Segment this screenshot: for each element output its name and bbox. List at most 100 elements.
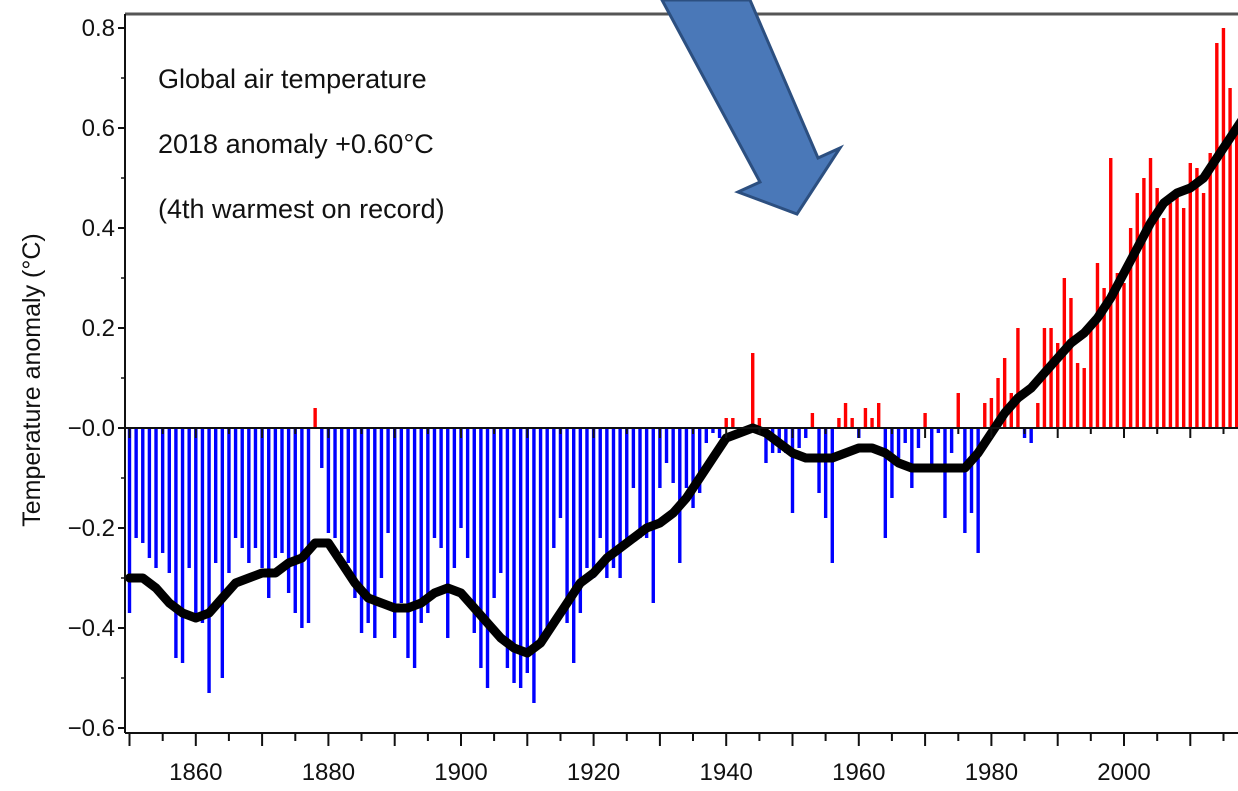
bar-2013 xyxy=(1208,153,1212,428)
bar-1886 xyxy=(366,428,370,623)
bar-1950 xyxy=(790,428,795,513)
bar-1851 xyxy=(134,428,138,538)
bar-1878 xyxy=(313,408,317,428)
bar-1919 xyxy=(585,428,589,568)
bar-1932 xyxy=(671,428,675,483)
annotation-line-2: 2018 anomaly +0.60°C xyxy=(158,129,434,159)
bar-1897 xyxy=(439,428,443,548)
bar-1876 xyxy=(300,428,304,628)
bar-1949 xyxy=(784,428,788,453)
bar-1967 xyxy=(903,428,907,443)
x-tick-label: 1920 xyxy=(567,759,620,786)
bar-1953 xyxy=(810,413,815,428)
bar-1982 xyxy=(1002,358,1007,428)
bar-2014 xyxy=(1215,43,1219,428)
bar-1926 xyxy=(631,428,636,488)
bar-2001 xyxy=(1128,228,1133,428)
bar-1963 xyxy=(876,403,881,428)
bar-1992 xyxy=(1069,298,1073,428)
bar-2002 xyxy=(1135,193,1139,428)
bar-1951 xyxy=(797,428,801,448)
bar-1882 xyxy=(339,428,344,553)
bar-1928 xyxy=(644,428,649,538)
bar-1884 xyxy=(353,428,357,598)
bar-1987 xyxy=(1036,403,1040,428)
bar-1990 xyxy=(1056,343,1060,428)
bar-1939 xyxy=(717,428,722,438)
bar-1979 xyxy=(983,403,987,428)
bar-1910 xyxy=(525,428,529,673)
bar-1904 xyxy=(485,428,490,688)
bar-1894 xyxy=(419,428,423,623)
y-tick-label: −0.6 xyxy=(68,715,115,742)
bar-2009 xyxy=(1181,208,1186,428)
bar-1900 xyxy=(459,428,463,528)
bar-1871 xyxy=(267,428,271,598)
bar-1940 xyxy=(724,418,728,428)
bar-1956 xyxy=(830,428,834,563)
bar-2011 xyxy=(1195,168,1199,428)
bar-1892 xyxy=(406,428,410,658)
bar-1912 xyxy=(538,428,543,643)
bar-1875 xyxy=(293,428,297,613)
y-tick-label: 0.4 xyxy=(82,215,115,242)
bar-2012 xyxy=(1201,193,1206,428)
bar-1893 xyxy=(412,428,417,668)
bar-1909 xyxy=(518,428,523,688)
bar-1968 xyxy=(910,428,914,488)
bar-1961 xyxy=(863,408,868,428)
bar-1924 xyxy=(618,428,622,578)
bar-1898 xyxy=(446,428,450,638)
bar-1922 xyxy=(605,428,609,578)
bar-1971 xyxy=(930,428,934,468)
bar-1861 xyxy=(200,428,205,623)
bar-1899 xyxy=(452,428,457,568)
y-tick-label: −0.2 xyxy=(68,515,115,542)
bar-1978 xyxy=(976,428,980,553)
bar-1997 xyxy=(1102,288,1106,428)
bar-1923 xyxy=(611,428,616,568)
bar-1857 xyxy=(174,428,178,658)
bar-1993 xyxy=(1075,363,1080,428)
bar-1883 xyxy=(346,428,350,563)
bar-1879 xyxy=(320,428,324,468)
bar-1885 xyxy=(359,428,364,633)
bar-1977 xyxy=(969,428,974,513)
bar-1906 xyxy=(499,428,503,573)
bar-1887 xyxy=(373,428,377,638)
bar-1938 xyxy=(711,428,715,433)
bar-1858 xyxy=(180,428,185,663)
bar-1929 xyxy=(651,428,655,603)
smoothed-trend-line xyxy=(125,117,1238,658)
bar-1915 xyxy=(558,428,563,518)
bar-1916 xyxy=(565,428,569,623)
bar-1903 xyxy=(479,428,483,668)
bar-1999 xyxy=(1115,273,1120,428)
bar-1880 xyxy=(326,428,331,533)
x-axis-ticks: 1860 1880 1900 1920 1940 1960 1980 2000 xyxy=(128,428,1225,786)
bar-2008 xyxy=(1175,193,1179,428)
bar-1975 xyxy=(956,393,960,428)
bar-1962 xyxy=(870,418,874,428)
bar-2016 xyxy=(1228,88,1232,428)
bar-1927 xyxy=(638,428,642,538)
y-tick-label: −0.4 xyxy=(68,615,115,642)
x-tick-label: 1980 xyxy=(965,759,1018,786)
bar-2005 xyxy=(1155,188,1159,428)
bar-1860 xyxy=(194,428,198,618)
bar-1973 xyxy=(943,428,947,518)
bar-1888 xyxy=(379,428,384,578)
bar-1863 xyxy=(213,428,218,563)
annotation-line-1: Global air temperature xyxy=(158,64,427,94)
y-tick-label: −0.0 xyxy=(68,415,115,442)
bar-1891 xyxy=(399,428,404,603)
bar-1902 xyxy=(472,428,476,633)
bar-1908 xyxy=(512,428,516,683)
bar-2004 xyxy=(1148,158,1153,428)
bar-2017 xyxy=(1235,128,1238,428)
bar-2015 xyxy=(1221,28,1226,428)
bar-1913 xyxy=(545,428,549,638)
bar-1856 xyxy=(167,428,171,573)
bar-1920 xyxy=(591,428,596,578)
bar-1895 xyxy=(426,428,430,613)
